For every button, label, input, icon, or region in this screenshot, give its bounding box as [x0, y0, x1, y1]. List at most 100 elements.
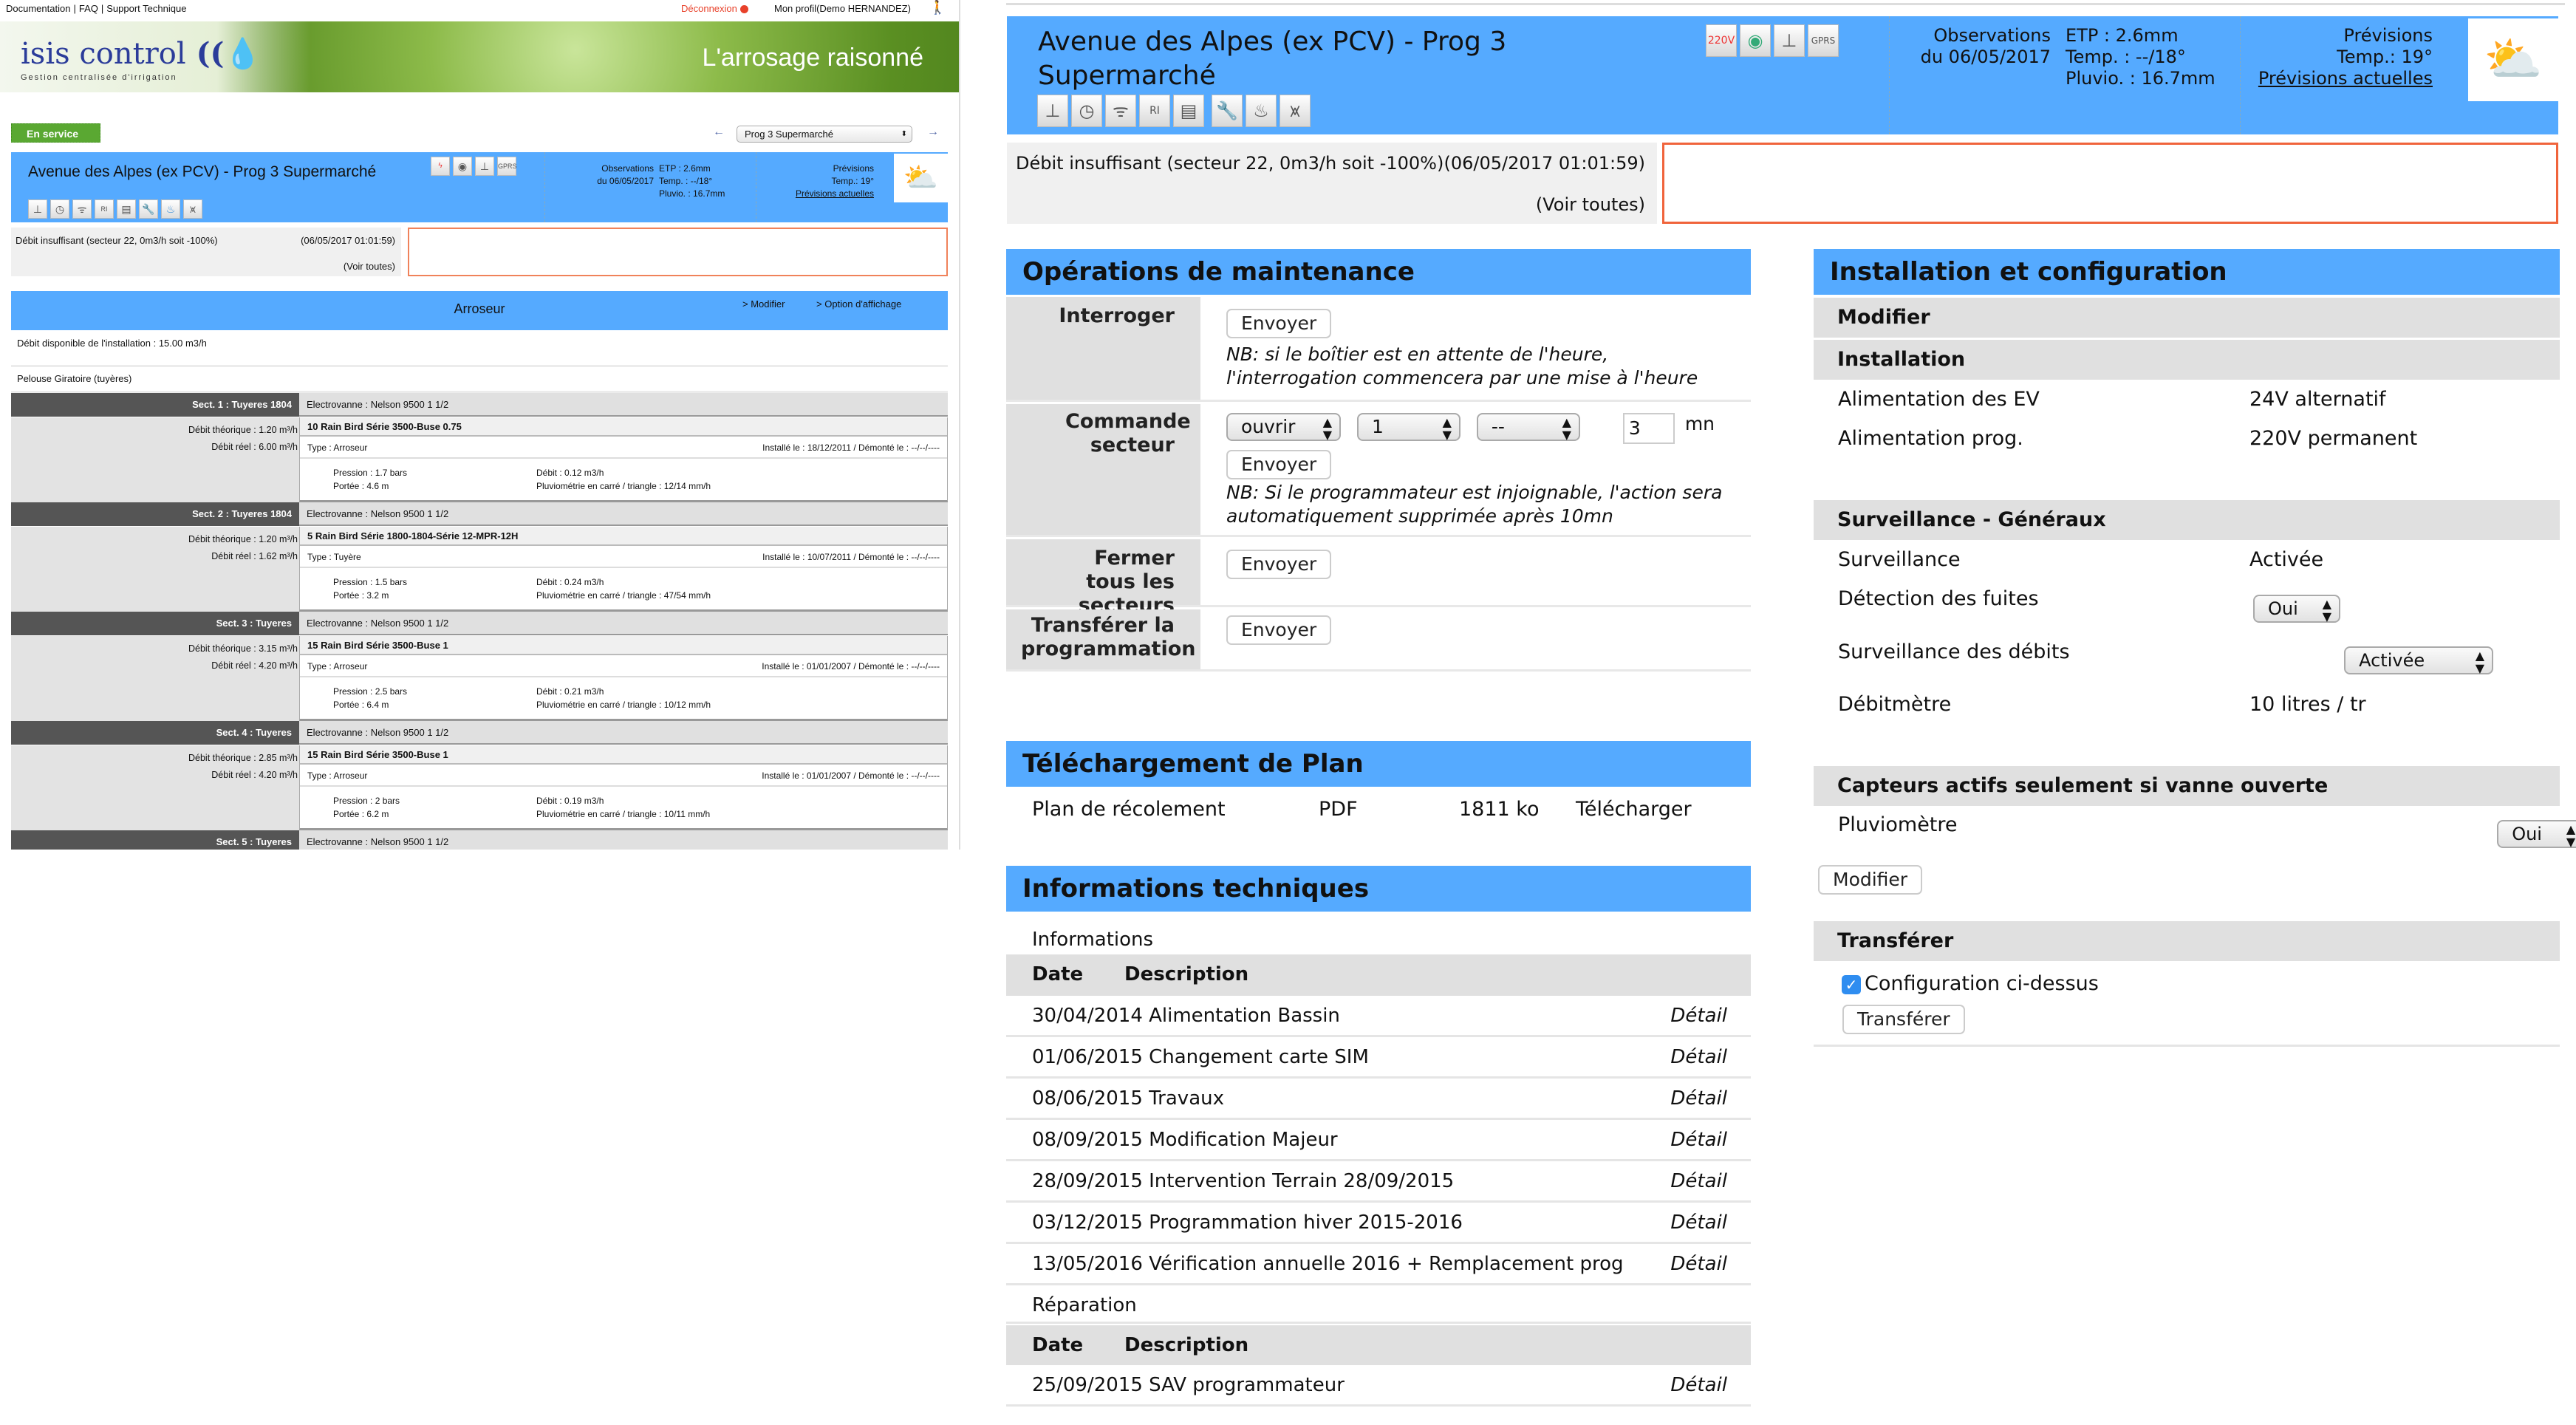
forecast-link[interactable]: Prévisions actuelles — [795, 188, 874, 199]
leak-detection-select[interactable]: Oui ▲ ▼ — [2253, 595, 2340, 623]
see-all-link[interactable]: (Voir toutes) — [343, 261, 395, 272]
ri-list-icon[interactable]: RI — [95, 199, 114, 219]
power-220v-icon[interactable]: ϟ — [431, 157, 450, 176]
rain-gauge-select[interactable]: Oui ▲ ▼ — [2497, 820, 2576, 848]
close-all-row: Fermer tous les secteurs Envoyer — [1006, 539, 1751, 617]
table-row[interactable]: 13/05/2016 Vérification annuelle 2016 + … — [1006, 1244, 1751, 1285]
query-send-button[interactable]: Envoyer — [1226, 309, 1332, 338]
alim-ev-value: 24V alternatif — [2249, 388, 2386, 411]
transmitter-icon[interactable]: ⊥ — [475, 157, 494, 176]
gprs-icon[interactable]: GPRS — [497, 157, 517, 176]
tech-info-header: Informations techniques — [1006, 866, 1751, 912]
wrench-icon[interactable]: 🔧 — [139, 199, 158, 219]
alim-prog-label: Alimentation prog. — [1838, 427, 2023, 450]
command-note: NB: Si le programmateur est injoignable,… — [1226, 482, 1723, 527]
sector-name: Sect. 5 : Tuyeres — [11, 830, 299, 850]
monitoring-value: Activée — [2249, 548, 2324, 571]
faq-link[interactable]: FAQ — [78, 3, 98, 14]
command-send-button[interactable]: Envoyer — [1226, 450, 1332, 479]
display-options-link[interactable]: > Option d'affichage — [816, 298, 902, 310]
table-row[interactable]: 30/04/2014 Alimentation Bassin Détail — [1006, 996, 1751, 1037]
detail-link[interactable]: Détail — [1670, 1005, 1727, 1027]
command-sector-select[interactable]: 1 ▲ ▼ — [1356, 413, 1460, 441]
transfer-button[interactable]: Transférer — [1842, 1005, 1965, 1034]
flow-monitoring-select[interactable]: Activée ▲ ▼ — [2344, 646, 2494, 674]
sprinkler-model: 10 Rain Bird Série 3500-Buse 0.75 — [300, 417, 947, 437]
detail-link[interactable]: Détail — [1670, 1212, 1727, 1234]
wrench-icon[interactable]: 🔧 — [1212, 95, 1243, 127]
sector-command-row: Commande secteur ouvrir ▲ ▼ 1 ▲ ▼ -- ▲ ▼ 3 mn … — [1006, 404, 1751, 537]
prog-select[interactable]: Prog 3 Supermarché ⬍ — [737, 126, 912, 143]
plan-download-link[interactable]: Télécharger — [1576, 798, 1692, 821]
close-all-send-button[interactable]: Envoyer — [1226, 550, 1332, 579]
clock-icon[interactable]: ◷ — [50, 199, 69, 219]
separator: | — [100, 3, 104, 14]
support-link[interactable]: Support Technique — [106, 3, 187, 14]
command-extra-select[interactable]: -- ▲ ▼ — [1476, 413, 1580, 441]
table-row[interactable]: 28/09/2015 Intervention Terrain 28/09/20… — [1006, 1161, 1751, 1203]
eye-icon[interactable]: ◉ — [1740, 24, 1771, 57]
detail-link[interactable]: Détail — [1670, 1253, 1727, 1275]
table-row[interactable]: 01/06/2015 Changement carte SIM Détail — [1006, 1037, 1751, 1079]
chart-icon[interactable]: ⩙ — [1280, 95, 1311, 127]
gprs-icon[interactable]: GPRS — [1808, 24, 1839, 57]
plan-name: Plan de récolement — [1032, 798, 1226, 821]
next-arrow-icon[interactable]: → — [927, 126, 939, 138]
detail-link[interactable]: Détail — [1670, 1129, 1727, 1151]
modify-link[interactable]: > Modifier — [742, 298, 785, 310]
wifi-icon[interactable]: ᯤ — [1105, 95, 1136, 127]
table-row[interactable]: 03/12/2015 Programmation hiver 2015-2016… — [1006, 1203, 1751, 1244]
command-action-select[interactable]: ouvrir ▲ ▼ — [1226, 413, 1341, 441]
zone-name: Pelouse Giratoire (tuyères) — [11, 367, 948, 393]
power-220v-icon[interactable]: 220V — [1706, 24, 1737, 57]
flow-rainfall: Débit : 0.19 m3/h Pluviométrie en carré /… — [536, 796, 711, 819]
sector-name: Sect. 3 : Tuyeres — [11, 612, 299, 635]
clock-icon[interactable]: ◷ — [1071, 95, 1102, 127]
logout-link[interactable]: Déconnexion — [681, 3, 748, 14]
table-row[interactable]: 08/06/2015 Travaux Détail — [1006, 1079, 1751, 1120]
table-icon[interactable]: ▤ — [117, 199, 136, 219]
logo: isis control ((💧 — [21, 36, 262, 71]
ri-list-icon[interactable]: RI — [1139, 95, 1170, 127]
monitoring-section: Surveillance - Généraux — [1814, 500, 2560, 540]
command-duration-input[interactable]: 3 — [1622, 413, 1675, 444]
detail-link[interactable]: Détail — [1670, 1087, 1727, 1110]
transfer-config-checkbox[interactable]: ✓ — [1842, 975, 1861, 994]
transfer-section: Transférer — [1814, 921, 2560, 961]
separator: | — [73, 3, 76, 14]
sector-flows: Débit théorique : 1.20 m³/h Débit réel : … — [11, 417, 299, 502]
sector-name: Sect. 4 : Tuyeres — [11, 721, 299, 745]
table-icon[interactable]: ▤ — [1173, 95, 1204, 127]
profile-link[interactable]: Mon profil(Demo HERNANDEZ) — [774, 3, 911, 14]
see-all-link[interactable]: (Voir toutes) — [1535, 194, 1645, 215]
transfer-program-send-button[interactable]: Envoyer — [1226, 615, 1332, 645]
config-modify-button[interactable]: Modifier — [1818, 865, 1923, 895]
transmitter-icon[interactable]: ⊥ — [1774, 24, 1805, 57]
sector-block: Sect. 2 : Tuyeres 1804 Electrovanne : Ne… — [11, 502, 948, 612]
programmer-icon[interactable]: ⊥ — [1037, 95, 1068, 127]
detail-link[interactable]: Détail — [1670, 1374, 1727, 1396]
wifi-icon[interactable]: ᯤ — [72, 199, 92, 219]
arroseur-title: Arroseur — [454, 301, 505, 316]
pressure-range: Pression : 2 bars Portée : 6.2 m — [333, 796, 400, 819]
eye-icon[interactable]: ◉ — [453, 157, 472, 176]
forecast-link[interactable]: Prévisions actuelles — [2258, 68, 2433, 89]
detail-link[interactable]: Détail — [1670, 1170, 1727, 1192]
flow-rainfall: Débit : 0.21 m3/h Pluviométrie en carré /… — [536, 686, 711, 710]
config-modify-link[interactable]: Modifier — [1814, 298, 2560, 338]
chart-icon[interactable]: ⩙ — [183, 199, 202, 219]
sector-block: Sect. 1 : Tuyeres 1804 Electrovanne : Ne… — [11, 393, 948, 502]
table-row[interactable]: 08/09/2015 Modification Majeur Détail — [1006, 1120, 1751, 1161]
prev-arrow-icon[interactable]: ← — [713, 126, 725, 138]
programmer-icon[interactable]: ⊥ — [28, 199, 47, 219]
documentation-link[interactable]: Documentation — [6, 3, 71, 14]
detail-link[interactable]: Détail — [1670, 1046, 1727, 1068]
alert-box: Débit insuffisant (secteur 22, 0m3/h soi… — [1007, 143, 1657, 224]
plan-format: PDF — [1319, 798, 1358, 821]
water-drop-icon[interactable]: ♨ — [161, 199, 180, 219]
table-row[interactable]: 25/09/2015 SAV programmateur Détail — [1006, 1365, 1751, 1407]
status-icons: 220V ◉ ⊥ GPRS — [1706, 24, 1842, 57]
water-drop-icon[interactable]: ♨ — [1246, 95, 1277, 127]
sector-name: Sect. 2 : Tuyeres 1804 — [11, 502, 299, 526]
forecast: Prévisions Temp.: 19° Prévisions actuelles — [765, 163, 874, 200]
